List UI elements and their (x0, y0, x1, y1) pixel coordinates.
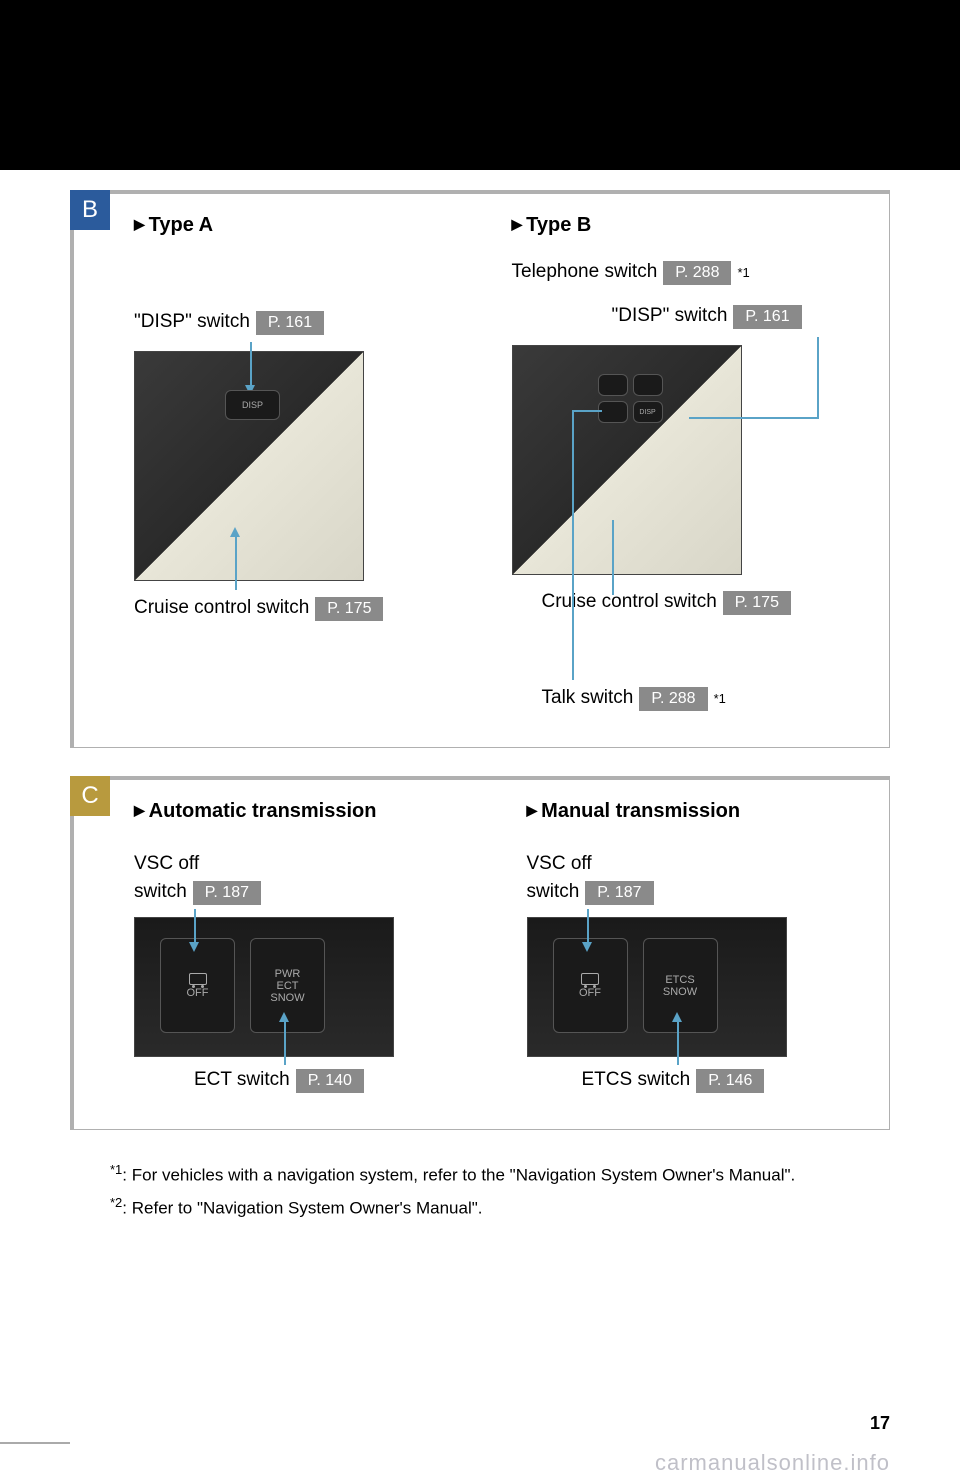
talk-switch-label: Talk switch P. 288 *1 (542, 687, 726, 711)
vsc-line1-auto: VSC off (134, 853, 477, 875)
footnotes: *1: For vehicles with a navigation syste… (110, 1158, 890, 1225)
cruise-switch-pref-b: P. 175 (723, 591, 791, 615)
ect-text: ECT (277, 980, 299, 992)
header-bar (0, 0, 960, 170)
footnote1-text: : For vehicles with a navigation system,… (122, 1166, 795, 1185)
cruise-switch-label-a: Cruise control switch P. 175 (134, 597, 383, 621)
ect-switch-label: ECT switch P. 140 (194, 1069, 364, 1093)
telephone-switch-pref: P. 288 (663, 261, 731, 285)
bottom-rule (0, 1442, 70, 1444)
etcs-switch-label: ETCS switch P. 146 (582, 1069, 765, 1093)
panel-b-badge: B (70, 190, 110, 230)
vsc-line2-auto: switch (134, 881, 187, 903)
snow-text-auto: SNOW (270, 992, 304, 1004)
etcs-switch-text: ETCS switch (582, 1069, 691, 1091)
telephone-switch-note: *1 (737, 265, 749, 280)
vsc-label-manual: VSC off switch P. 187 (527, 853, 870, 911)
auto-image: OFF PWR ECT SNOW (134, 917, 394, 1057)
disp-switch-text-a: "DISP" switch (134, 311, 250, 333)
type-a-column: Type A "DISP" switch P. 161 DISP C (94, 214, 492, 717)
etcs-switch-pref: P. 146 (696, 1069, 764, 1093)
off-text-manual: OFF (579, 987, 601, 999)
vsc-pref-auto: P. 187 (193, 881, 261, 905)
type-b-column: Type B Telephone switch P. 288 *1 "DISP"… (512, 214, 870, 717)
pwr-text: PWR (275, 968, 301, 980)
vsc-line2-manual: switch (527, 881, 580, 903)
panel-c: C Automatic transmission VSC off switch … (70, 776, 890, 1130)
type-a-image: DISP (134, 351, 364, 581)
panel-c-badge: C (70, 776, 110, 816)
vsc-icon-manual (581, 973, 599, 985)
telephone-switch-text: Telephone switch (512, 261, 658, 283)
footnote2-text: : Refer to "Navigation System Owner's Ma… (122, 1199, 482, 1218)
talk-switch-note: *1 (714, 691, 726, 706)
disp-btn-text: DISP (242, 400, 263, 410)
vsc-icon (189, 973, 207, 985)
type-b-image: DISP (512, 345, 742, 575)
panel-b: B Type A "DISP" switch P. 161 DISP (70, 190, 890, 748)
telephone-switch-label: Telephone switch P. 288 *1 (512, 261, 750, 285)
cruise-switch-pref-a: P. 175 (315, 597, 383, 621)
manual-image: OFF ETCS SNOW (527, 917, 787, 1057)
talk-switch-text: Talk switch (542, 687, 634, 709)
footnote2-mark: *2 (110, 1195, 122, 1210)
cruise-switch-text-a: Cruise control switch (134, 597, 309, 619)
auto-column: Automatic transmission VSC off switch P.… (94, 800, 477, 1099)
footnote1-mark: *1 (110, 1162, 122, 1177)
snow-text-manual: SNOW (663, 986, 697, 998)
talk-switch-pref: P. 288 (639, 687, 707, 711)
disp-switch-text-b: "DISP" switch (612, 305, 728, 327)
cruise-switch-text-b: Cruise control switch (542, 591, 717, 613)
disp-switch-label-a: "DISP" switch P. 161 (134, 311, 324, 335)
type-a-heading: Type A (134, 214, 492, 237)
auto-heading: Automatic transmission (134, 800, 477, 823)
disp-switch-pref-a: P. 161 (256, 311, 324, 335)
vsc-label-auto: VSC off switch P. 187 (134, 853, 477, 911)
manual-column: Manual transmission VSC off switch P. 18… (497, 800, 870, 1099)
manual-heading: Manual transmission (527, 800, 870, 823)
type-b-heading: Type B (512, 214, 870, 237)
ect-switch-text: ECT switch (194, 1069, 290, 1091)
cruise-switch-label-b: Cruise control switch P. 175 (542, 591, 791, 615)
etcs-btn-text: ETCS (665, 974, 694, 986)
page-number: 17 (870, 1413, 890, 1434)
disp-switch-label-b: "DISP" switch P. 161 (612, 305, 802, 329)
disp-switch-pref-b: P. 161 (733, 305, 801, 329)
watermark: carmanualsonline.info (655, 1450, 890, 1476)
off-text-auto: OFF (187, 987, 209, 999)
ect-switch-pref: P. 140 (296, 1069, 364, 1093)
vsc-pref-manual: P. 187 (585, 881, 653, 905)
vsc-line1-manual: VSC off (527, 853, 870, 875)
